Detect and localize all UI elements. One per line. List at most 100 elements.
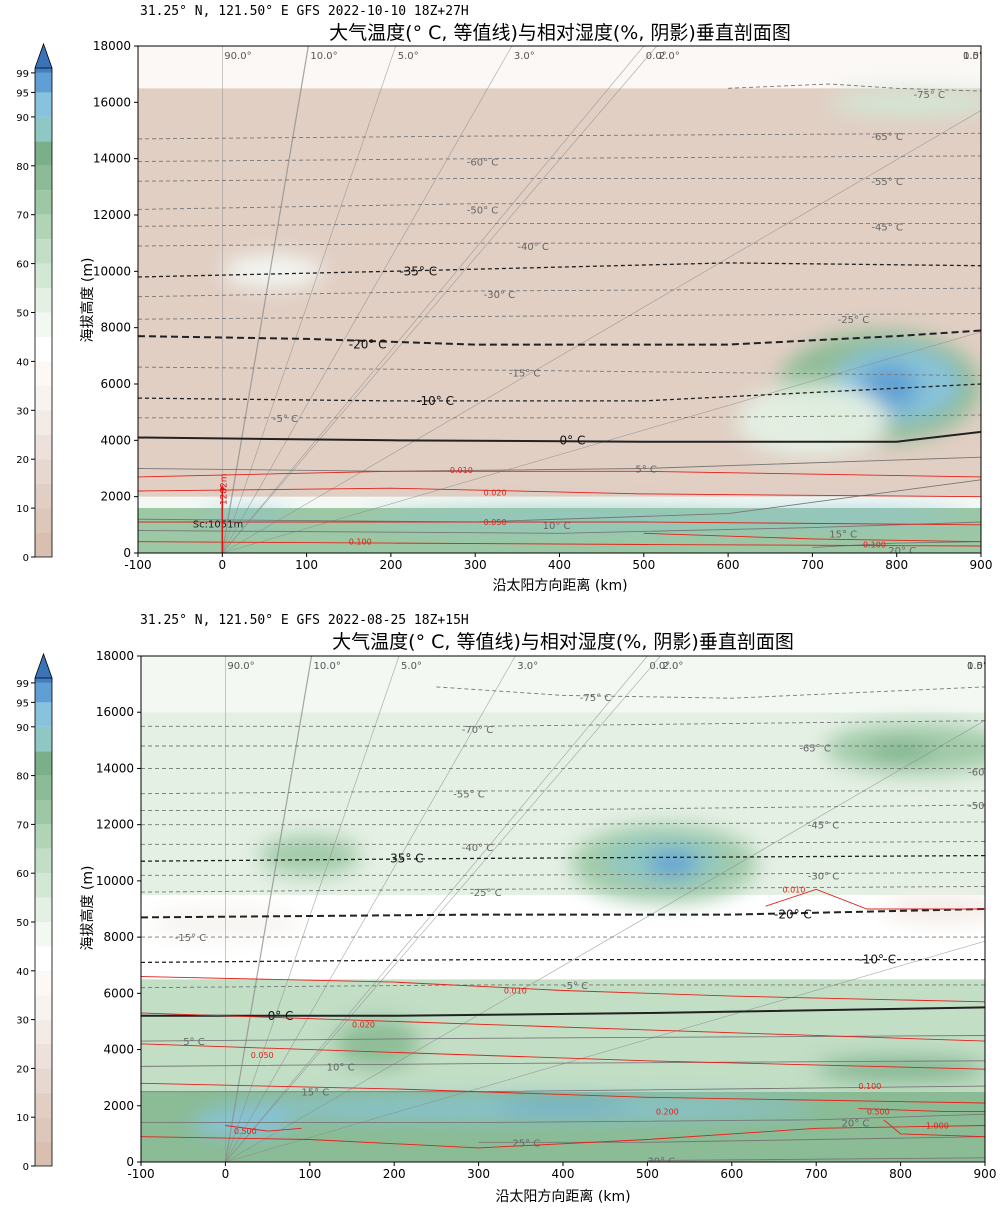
x-tick-label: -100 [124,558,151,572]
isotherm-label: 20° C [888,546,916,557]
colorbar-segment [35,385,52,411]
x-tick-label: 300 [464,558,487,572]
colorbar-segment [35,361,52,386]
sun-ray [225,656,516,1162]
y-tick-label: 4000 [100,433,131,447]
isotherm-line [141,854,985,862]
isotherm-label: -50° C [467,205,499,216]
colorbar-segment [35,775,52,800]
isotherm-line [138,456,981,472]
mixing-ratio-line [138,487,981,498]
cloud-height-arrow [219,485,226,491]
colorbar-tick-label: 60 [16,260,29,271]
colorbar-extend-arrow [34,652,53,679]
isotherm-line [141,841,985,845]
isotherm-line [141,1006,985,1017]
isotherm-line [138,177,981,182]
colorbar-tick-label: 30 [16,1016,29,1027]
y-tick-label: 16000 [93,95,131,109]
colorbar-segment [35,946,52,971]
sun-angle-label: 0.5° [967,661,988,672]
isotherm-line [138,366,981,377]
y-tick-label: 6000 [100,377,131,391]
humidity-blob [259,835,361,876]
humidity-blob [222,254,324,289]
sun-angle-label: 90.0° [227,661,254,672]
humidity-blob [858,364,918,410]
humidity-blob [365,509,788,530]
sun-ray [222,46,645,553]
colorbar-segment [35,1092,52,1118]
colorbar-segment [35,165,52,191]
colorbar-segment [35,263,52,289]
y-tick-label: 18000 [96,649,134,663]
isotherm-label: -5° C [273,414,298,425]
colorbar-segment [35,702,52,727]
y-axis-label: 海拔高度 (m) [79,257,96,342]
sun-angle-label: 1.0° [963,51,984,62]
y-tick-label: 10000 [93,264,131,278]
isotherm-line [138,430,981,443]
chart-svg: 31.25° N, 121.50° E GFS 2022-10-10 18Z+2… [16,4,992,594]
x-tick-label: 0 [222,1167,230,1181]
colorbar-segment [35,922,52,947]
colorbar-tick-label: 90 [16,113,29,124]
isotherm-label: -75° C [580,693,612,704]
colorbar-segment [35,141,52,166]
isotherm-label: -65° C [799,743,831,754]
sun-ray [221,46,309,553]
x-tick-label: 800 [885,558,908,572]
mixing-ratio-line [141,976,985,1003]
isotherm-line [138,521,981,534]
y-tick-label: 4000 [103,1043,134,1057]
mixing-ratio-label: 0.200 [656,1107,679,1116]
sun-ray [225,656,661,1162]
cross-section-panel-1: 31.25° N, 121.50° E GFS 2022-10-10 18Z+2… [0,0,1000,603]
x-tick-label: 300 [467,1167,490,1181]
isotherm-label: -35° C [386,851,424,865]
sun-angle-label: 10.0° [310,51,337,62]
x-tick-label: 200 [379,558,402,572]
isotherm-line [141,1060,985,1067]
chart-header: 31.25° N, 121.50° E GFS 2022-08-25 18Z+1… [140,613,469,628]
mixing-ratio-label: 0.100 [349,538,372,547]
isotherm-line [141,821,985,826]
humidity-band [141,656,985,713]
isotherm-label: -10° C [416,394,454,408]
x-tick-label: 0 [218,558,226,572]
colorbar-tick-label: 10 [16,504,29,515]
colorbar-segment [35,1019,52,1044]
isotherm-line [138,383,981,402]
isotherm-label: -40° C [517,242,549,253]
colorbar-tick-label: 40 [16,357,29,368]
colorbar-segment [35,239,52,264]
x-tick-label: 700 [805,1167,828,1181]
isotherm-label: -35° C [399,264,437,278]
isotherm-label: -45° C [808,821,840,832]
isotherm-label: -55° C [871,177,903,188]
sun-angle-label: 3.0° [517,661,538,672]
isotherm-label: -75° C [914,90,946,101]
colorbar-segment [35,1044,52,1069]
sun-ray [222,46,513,553]
mixing-ratio-label: 0.010 [450,466,473,475]
mixing-ratio-line [141,1043,985,1070]
isotherm-label: -55° C [453,790,485,801]
cloud-height-label: 1282m [220,473,230,505]
isotherm-line [138,242,981,247]
colorbar-segment [35,848,52,874]
colorbar-segment [35,459,52,484]
isotherm-label: -45° C [871,222,903,233]
x-tick-label: 500 [636,1167,659,1181]
isotherm-label: 0° C [560,433,586,447]
mixing-ratio-label: 0.020 [484,488,507,497]
isotherm-line [141,908,985,919]
colorbar-segment [35,1141,52,1166]
humidity-blob [866,743,935,761]
isotherm-line [141,1035,985,1042]
isotherm-label: 0° C [268,1009,294,1023]
colorbar-segment [35,68,52,73]
sun-angle-label: 2.0° [659,51,680,62]
sun-ray [225,656,648,1162]
colorbar-segment [35,532,52,557]
